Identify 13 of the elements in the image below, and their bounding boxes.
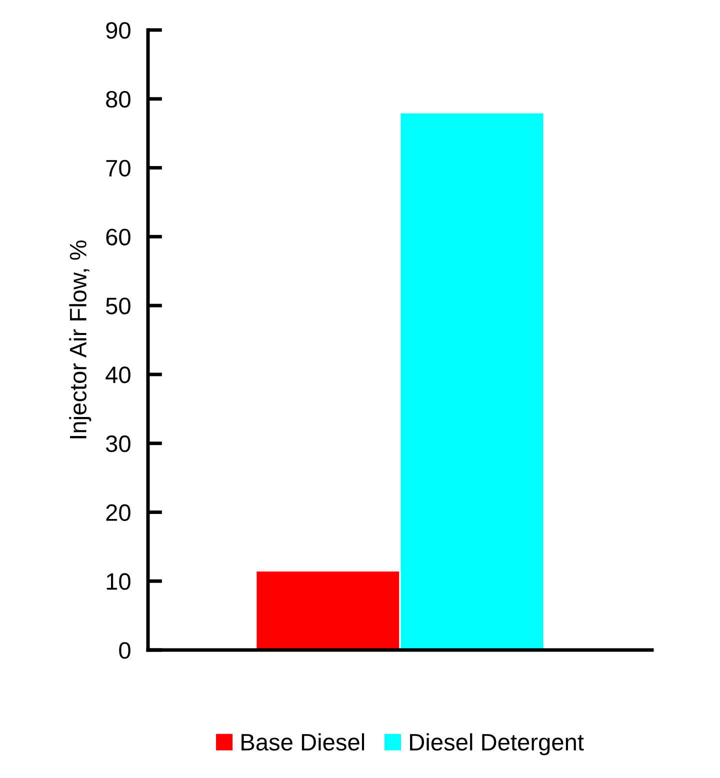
y-tick-label: 80	[106, 90, 130, 108]
y-tick-label: 60	[106, 228, 130, 246]
y-tick-label: 30	[106, 435, 130, 452]
y-tick-label: 70	[106, 160, 130, 177]
y-axis-title: Injector Air Flow, %	[69, 240, 92, 438]
legend-label: Diesel Detergent	[410, 733, 584, 756]
legend-label: Base Diesel	[242, 733, 364, 751]
y-tick-label: 40	[106, 366, 130, 384]
y-tick-label: 10	[106, 573, 130, 590]
y-tick-label: 90	[106, 22, 130, 39]
y-tick-label: 0	[119, 642, 130, 659]
y-tick-label: 20	[106, 504, 130, 522]
y-tick-label: 50	[106, 298, 130, 314]
